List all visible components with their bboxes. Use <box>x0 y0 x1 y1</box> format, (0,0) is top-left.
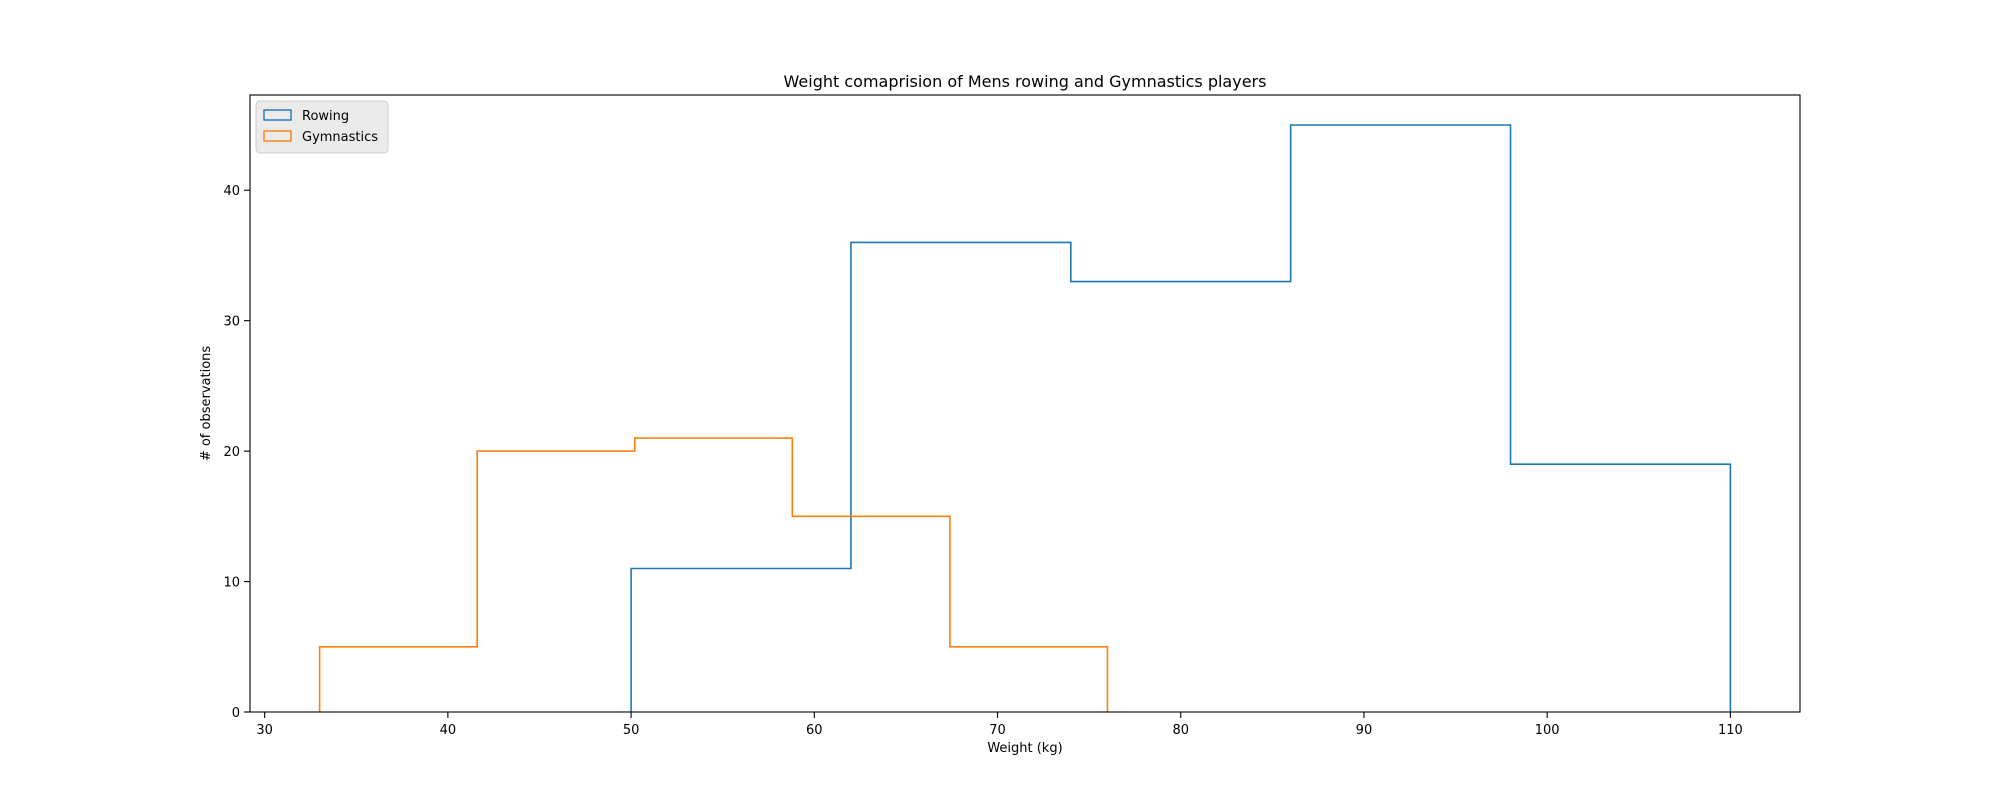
x-tick-label: 80 <box>1172 723 1189 738</box>
series-gymnastics-step-outline <box>318 437 1109 712</box>
y-tick-label: 10 <box>223 576 240 591</box>
series-layer <box>318 124 1732 712</box>
x-tick-label: 110 <box>1718 723 1743 738</box>
x-tick-label: 90 <box>1356 723 1373 738</box>
x-tick-label: 30 <box>256 723 273 738</box>
y-tick-label: 40 <box>223 184 240 199</box>
y-tick-label: 0 <box>232 706 240 721</box>
x-axis-ticks: 30 40 50 60 70 80 90 100 110 <box>256 712 1743 738</box>
x-tick-label: 50 <box>623 723 640 738</box>
x-axis-label: Weight (kg) <box>987 741 1062 756</box>
chart-title: Weight comaprision of Mens rowing and Gy… <box>784 72 1267 91</box>
legend-label-rowing: Rowing <box>302 109 349 124</box>
legend: Rowing Gymnastics <box>255 100 389 154</box>
y-axis-ticks: 0 10 20 30 40 <box>223 184 250 721</box>
x-tick-label: 40 <box>440 723 457 738</box>
legend-box <box>255 100 389 154</box>
legend-swatch-gymnastics <box>263 130 292 142</box>
legend-swatch-rowing <box>263 109 292 121</box>
y-axis-label: # of observations <box>199 346 214 462</box>
x-tick-label: 100 <box>1535 723 1560 738</box>
x-tick-label: 60 <box>806 723 823 738</box>
legend-label-gymnastics: Gymnastics <box>302 130 378 145</box>
x-tick-label: 70 <box>989 723 1006 738</box>
y-tick-label: 20 <box>223 445 240 460</box>
plot-frame <box>249 94 1801 713</box>
series-rowing-step-outline <box>630 124 1732 712</box>
y-tick-label: 30 <box>223 315 240 330</box>
